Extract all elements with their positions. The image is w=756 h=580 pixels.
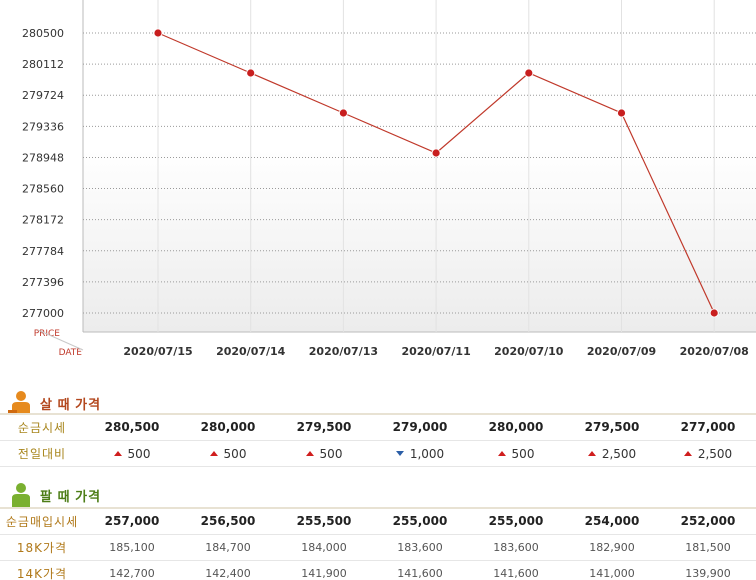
- price-cell: 183,600: [493, 540, 539, 554]
- price-cell: 256,500: [200, 514, 256, 529]
- price-data-point: [246, 68, 256, 78]
- sell-row: 순금매입시세 257,000 256,500 255,500 255,000 255,00…: [0, 508, 756, 534]
- buy-price-title: 살 때 가격: [40, 396, 102, 412]
- arrow-up-icon: [113, 451, 122, 457]
- x-tick-label: 2020/07/08: [680, 345, 749, 358]
- arrow-down-icon: [395, 451, 404, 457]
- price-change-cell: 500: [84, 440, 180, 466]
- price-cell: 184,700: [205, 540, 251, 554]
- price-cell: 279,000: [392, 420, 448, 435]
- price-change-cell: 2,500: [564, 440, 660, 466]
- price-cell: 255,000: [392, 514, 448, 529]
- price-change-value: 2,500: [697, 446, 733, 461]
- price-cell: 181,500: [685, 540, 731, 554]
- price-cell: 185,100: [109, 540, 155, 554]
- buy-row: 전일대비 500 500 500 1,000 500 2,500 2,500: [0, 440, 756, 466]
- arrow-up-icon: [497, 451, 506, 457]
- sell-price-header: 팔 때 가격: [8, 482, 101, 508]
- price-change-cell: 500: [276, 440, 372, 466]
- price-cell: 255,500: [296, 514, 352, 529]
- price-cell: 139,900: [685, 566, 731, 580]
- price-cell: 280,000: [488, 420, 544, 435]
- buy-row-label: 순금시세: [17, 420, 67, 435]
- price-cell: 142,700: [109, 566, 155, 580]
- y-tick-label: 278560: [22, 183, 64, 196]
- price-data-point: [524, 68, 534, 78]
- price-cell: 142,400: [205, 566, 251, 580]
- price-cell: 182,900: [589, 540, 635, 554]
- price-cell: 141,600: [397, 566, 443, 580]
- arrow-up-icon: [209, 451, 218, 457]
- buy-price-table: 순금시세 280,500 280,000 279,500 279,000 280,000 2…: [0, 413, 756, 467]
- y-tick-label: 279724: [22, 89, 64, 102]
- price-change-value: 500: [319, 446, 343, 461]
- price-data-point: [431, 148, 441, 158]
- price-data-point: [153, 28, 163, 38]
- price-change-cell: 500: [180, 440, 276, 466]
- arrow-up-icon: [587, 451, 596, 457]
- sell-row-label: 14K가격: [16, 566, 68, 580]
- price-change-cell: 1,000: [372, 440, 468, 466]
- arrow-up-icon: [305, 451, 314, 457]
- price-change-value: 2,500: [601, 446, 637, 461]
- y-tick-label: 278948: [22, 151, 64, 164]
- axis-corner-divider: [37, 329, 84, 351]
- price-change-cell: 2,500: [660, 440, 756, 466]
- y-tick-label: 278172: [22, 214, 64, 227]
- price-cell: 141,600: [493, 566, 539, 580]
- y-tick-label: 280112: [22, 58, 64, 71]
- price-data-point: [617, 108, 626, 118]
- arrow-up-icon: [683, 451, 692, 457]
- buyer-person-icon: [8, 391, 30, 415]
- x-tick-label: 2020/07/10: [494, 345, 564, 358]
- price-cell: 280,000: [200, 420, 256, 435]
- price-cell: 277,000: [680, 420, 736, 435]
- y-tick-label: 279336: [22, 120, 64, 133]
- price-data-point: [709, 308, 719, 318]
- x-tick-label: 2020/07/11: [401, 345, 470, 358]
- price-cell: 141,000: [589, 566, 635, 580]
- y-tick-label: 280500: [22, 27, 64, 40]
- price-change-value: 500: [223, 446, 247, 461]
- x-tick-label: 2020/07/09: [587, 345, 656, 358]
- price-cell: 280,500: [104, 420, 160, 435]
- price-change-cell: 500: [468, 440, 564, 466]
- price-cell: 257,000: [104, 514, 160, 529]
- x-tick-label: 2020/07/15: [123, 345, 192, 358]
- sell-row-label: 18K가격: [16, 540, 68, 555]
- plot-background: [83, 0, 756, 332]
- sell-price-table: 순금매입시세 257,000 256,500 255,500 255,000 255,00…: [0, 507, 756, 580]
- seller-person-icon: [12, 483, 30, 507]
- y-tick-label: 277000: [22, 307, 64, 320]
- price-cell: 279,500: [584, 420, 640, 435]
- price-cell: 279,500: [296, 420, 352, 435]
- price-change-value: 1,000: [409, 446, 445, 461]
- sell-row: 18K가격 185,100 184,700 184,000 183,600 183,600…: [0, 534, 756, 560]
- price-cell: 252,000: [680, 514, 736, 529]
- price-change-value: 500: [511, 446, 535, 461]
- price-change-value: 500: [127, 446, 151, 461]
- price-cell: 184,000: [301, 540, 347, 554]
- y-tick-label: 277784: [22, 245, 64, 258]
- sell-price-title: 팔 때 가격: [40, 488, 102, 504]
- y-tick-label: 277396: [22, 276, 64, 289]
- price-line-chart: 280500 280112 279724 279336 278948 278560 2781…: [22, 0, 756, 358]
- buy-row: 순금시세 280,500 280,000 279,500 279,000 280,000 2…: [0, 414, 756, 440]
- buy-price-header: 살 때 가격: [8, 390, 101, 416]
- price-cell: 255,000: [488, 514, 544, 529]
- price-data-point: [338, 108, 348, 118]
- buy-row-label: 전일대비: [17, 446, 67, 461]
- x-axis-title: DATE: [59, 348, 83, 358]
- price-cell: 141,900: [301, 566, 347, 580]
- price-chart: 280500 280112 279724 279336 278948 278560 2781…: [22, 0, 756, 358]
- sell-row-label: 순금매입시세: [5, 514, 79, 529]
- x-tick-label: 2020/07/13: [309, 345, 378, 358]
- price-cell: 254,000: [584, 514, 640, 529]
- price-cell: 183,600: [397, 540, 443, 554]
- x-tick-label: 2020/07/14: [216, 345, 286, 358]
- sell-row: 14K가격 142,700 142,400 141,900 141,600 141,600…: [0, 560, 756, 580]
